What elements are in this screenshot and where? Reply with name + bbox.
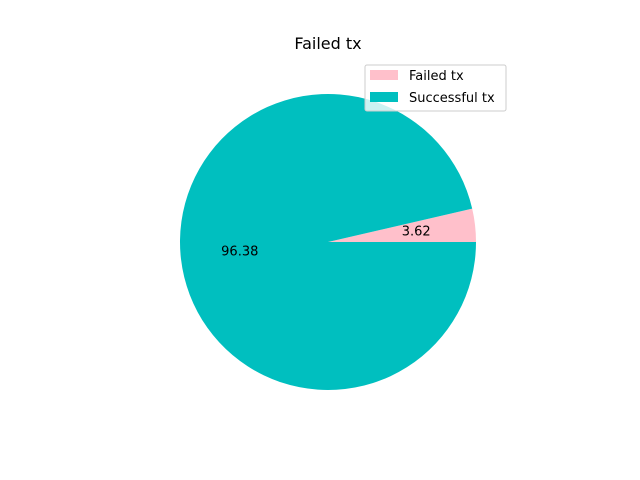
legend: Failed tx Successful tx (364, 64, 507, 112)
slice-labels: 3.62 96.38 (221, 224, 431, 259)
slice-label-failed-tx: 3.62 (402, 224, 431, 239)
chart-title: Failed tx (294, 34, 361, 53)
legend-label-failed: Failed tx (409, 69, 464, 84)
pie-slice-successful-tx (180, 94, 476, 391)
pie-slice-failed-tx (328, 208, 476, 242)
pie-slices (180, 94, 476, 391)
legend-frame (364, 64, 507, 112)
legend-swatch-successful (370, 92, 398, 102)
slice-label-successful-tx: 96.38 (221, 245, 258, 260)
legend-swatch-failed (370, 70, 398, 80)
legend-label-successful: Successful tx (409, 91, 495, 106)
